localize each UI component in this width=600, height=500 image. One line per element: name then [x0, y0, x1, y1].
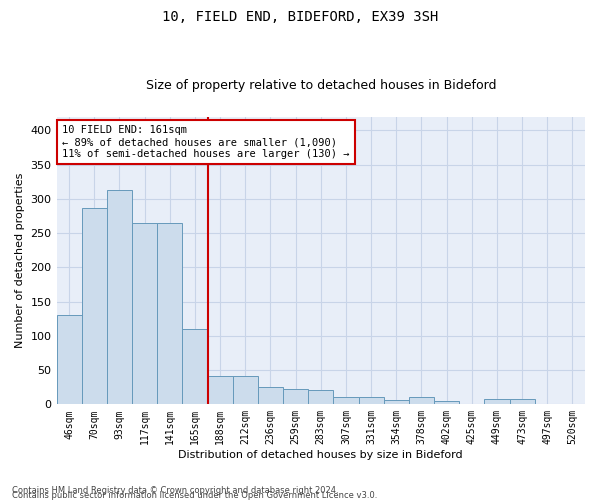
- Text: 10, FIELD END, BIDEFORD, EX39 3SH: 10, FIELD END, BIDEFORD, EX39 3SH: [162, 10, 438, 24]
- Bar: [182, 329, 208, 404]
- Title: Size of property relative to detached houses in Bideford: Size of property relative to detached ho…: [146, 79, 496, 92]
- Bar: [283, 390, 308, 404]
- Bar: [107, 190, 132, 404]
- Bar: [82, 208, 107, 404]
- Bar: [409, 398, 434, 404]
- X-axis label: Distribution of detached houses by size in Bideford: Distribution of detached houses by size …: [178, 450, 463, 460]
- Bar: [383, 400, 409, 404]
- Bar: [509, 399, 535, 404]
- Bar: [157, 223, 182, 404]
- Bar: [484, 399, 509, 404]
- Text: Contains public sector information licensed under the Open Government Licence v3: Contains public sector information licen…: [12, 491, 377, 500]
- Bar: [434, 401, 459, 404]
- Bar: [233, 376, 258, 404]
- Bar: [132, 223, 157, 404]
- Text: Contains HM Land Registry data © Crown copyright and database right 2024.: Contains HM Land Registry data © Crown c…: [12, 486, 338, 495]
- Bar: [308, 390, 334, 404]
- Bar: [258, 387, 283, 404]
- Bar: [334, 397, 359, 404]
- Text: 10 FIELD END: 161sqm
← 89% of detached houses are smaller (1,090)
11% of semi-de: 10 FIELD END: 161sqm ← 89% of detached h…: [62, 126, 349, 158]
- Bar: [208, 376, 233, 404]
- Y-axis label: Number of detached properties: Number of detached properties: [15, 173, 25, 348]
- Bar: [359, 397, 383, 404]
- Bar: [56, 316, 82, 404]
